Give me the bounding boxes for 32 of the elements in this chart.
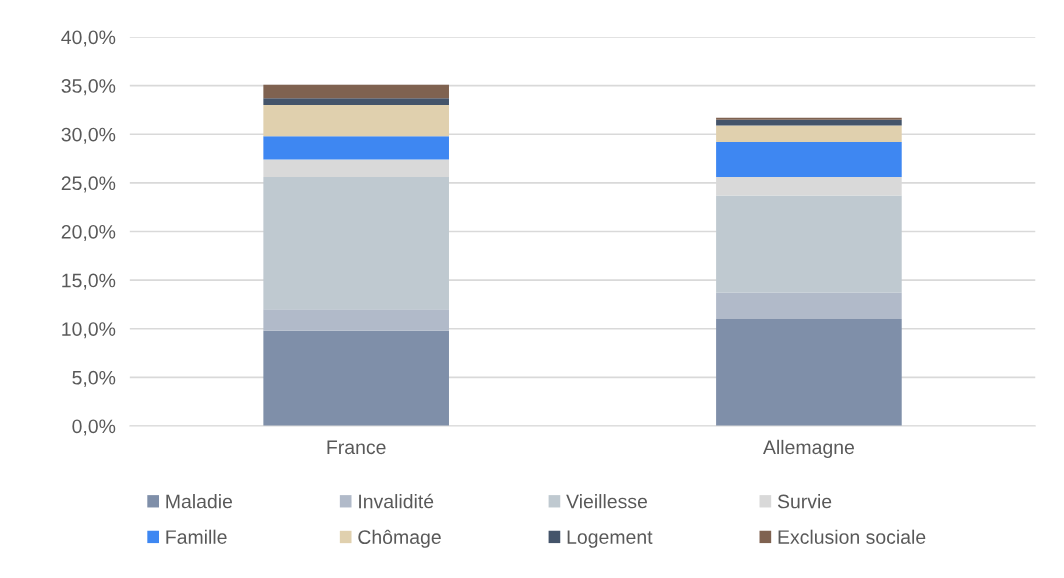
y-tick-label: 30,0%: [61, 127, 116, 144]
bar: [716, 319, 902, 426]
y-tick-label: 25,0%: [61, 176, 116, 193]
y-tick-label: 5,0%: [72, 370, 116, 387]
bar: [716, 195, 902, 293]
x-tick-label: France: [327, 440, 386, 455]
bar: [716, 142, 902, 178]
bar: [716, 125, 902, 143]
legend-label: Chômage: [358, 529, 441, 548]
bar: [263, 84, 449, 99]
legend-label: Maladie: [166, 494, 233, 509]
y-tick-label: 10,0%: [62, 322, 116, 339]
y-tick-label: 35,0%: [61, 79, 116, 96]
bar: [263, 98, 449, 106]
bar: [263, 177, 449, 310]
y-tick-label: 15,0%: [62, 273, 116, 290]
bar: [716, 292, 902, 320]
bar: [263, 105, 449, 137]
legend-label: Survie: [777, 494, 832, 509]
legend-label: Invalidité: [359, 493, 434, 509]
legend-label: Vieillesse: [566, 494, 648, 509]
y-tick-label: 20,0%: [61, 224, 116, 242]
legend-label: Logement: [567, 530, 653, 548]
bar: [263, 136, 449, 160]
y-tick-label: 0,0%: [72, 419, 116, 436]
bar: [263, 159, 449, 178]
x-tick-label: Allemagne: [763, 439, 854, 458]
legend-label: Exclusion sociale: [778, 529, 926, 544]
legend-label: Famille: [166, 529, 227, 544]
y-tick-label: 40,0%: [61, 30, 116, 47]
bar: [263, 309, 449, 331]
bar: [263, 330, 449, 426]
